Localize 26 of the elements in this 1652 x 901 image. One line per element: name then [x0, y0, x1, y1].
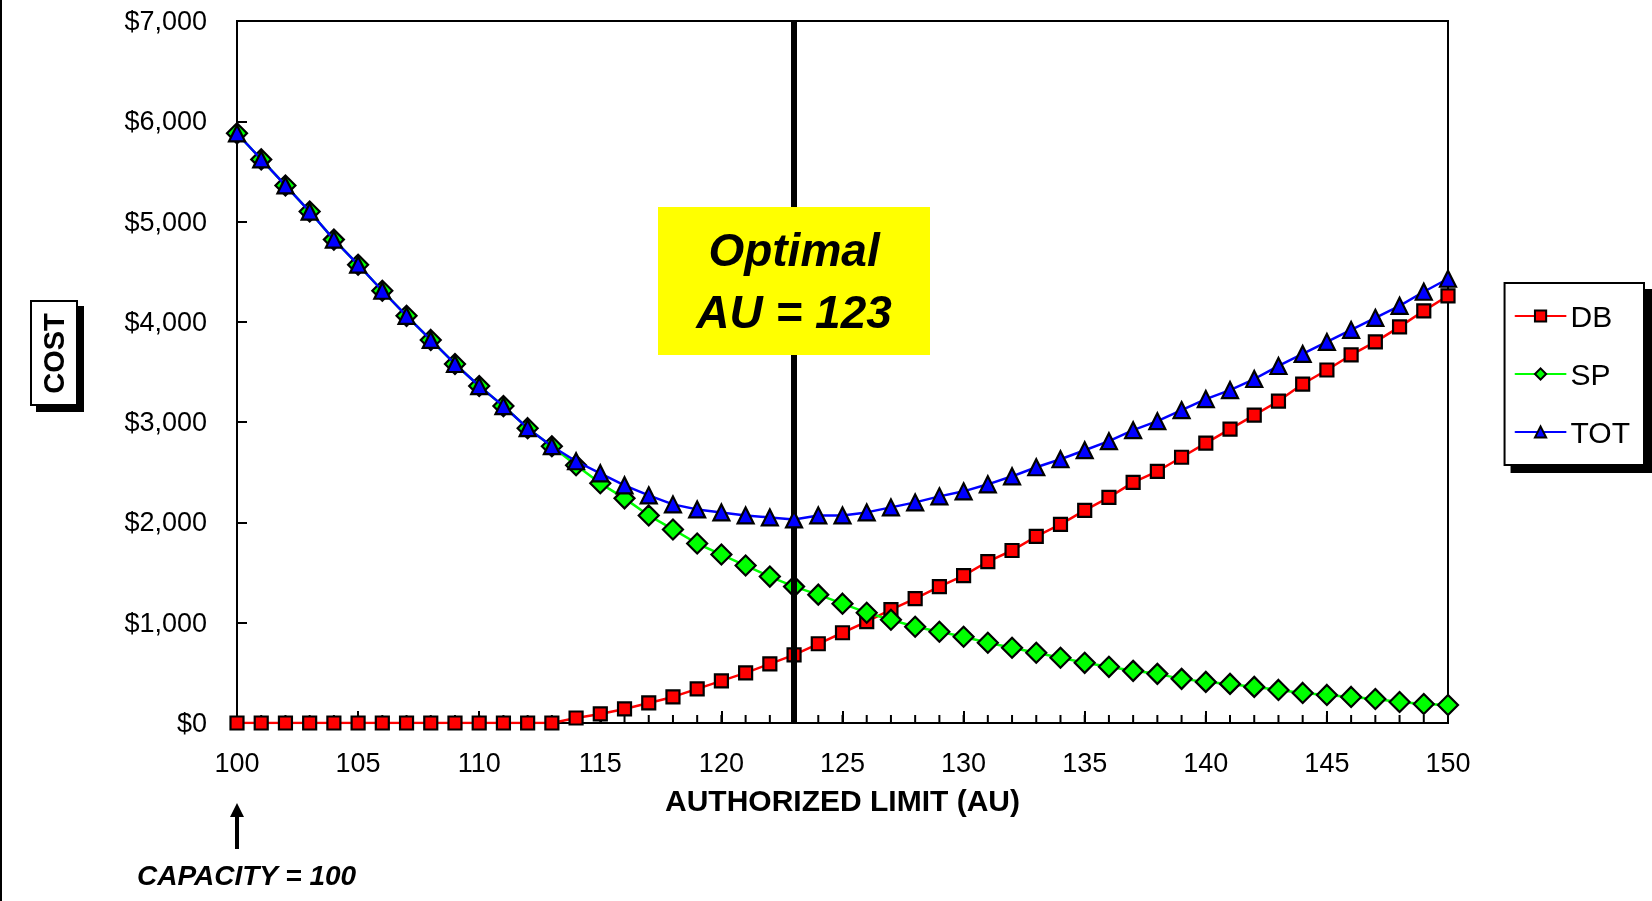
y-tick-label: $1,000	[124, 607, 207, 638]
x-tick-label: 145	[1304, 747, 1350, 778]
x-tick-label: 140	[1183, 747, 1229, 778]
legend-label: TOT	[1570, 415, 1631, 449]
x-tick-label: 115	[578, 747, 622, 778]
y-tick-label: $6,000	[124, 106, 207, 137]
x-tick-label: 150	[1425, 747, 1471, 778]
y-tick-label: $4,000	[124, 306, 207, 337]
y-tick-label: $3,000	[124, 407, 207, 438]
y-tick-label: $0	[176, 708, 207, 738]
y-tick-label: $7,000	[124, 6, 207, 36]
x-tick-label: 120	[698, 747, 744, 778]
x-tick-label: 125	[819, 747, 866, 778]
legend-label: DB	[1570, 299, 1613, 333]
x-axis-title: AUTHORIZED LIMIT (AU)	[665, 783, 1020, 817]
x-tick-label: 135	[1062, 747, 1108, 778]
y-tick-label: $2,000	[124, 507, 207, 538]
x-tick-label: 130	[941, 747, 987, 778]
text: CAPACITY = 100	[137, 860, 357, 892]
x-tick-label: 105	[335, 747, 381, 778]
y-tick-label: $5,000	[124, 206, 207, 237]
x-tick-label: 100	[214, 747, 260, 778]
x-tick-label: 110	[457, 747, 501, 778]
ref-line-label: Optimal AU = 123	[658, 207, 931, 355]
y-axis-title: COST	[37, 312, 71, 394]
legend-label: SP	[1570, 357, 1611, 391]
